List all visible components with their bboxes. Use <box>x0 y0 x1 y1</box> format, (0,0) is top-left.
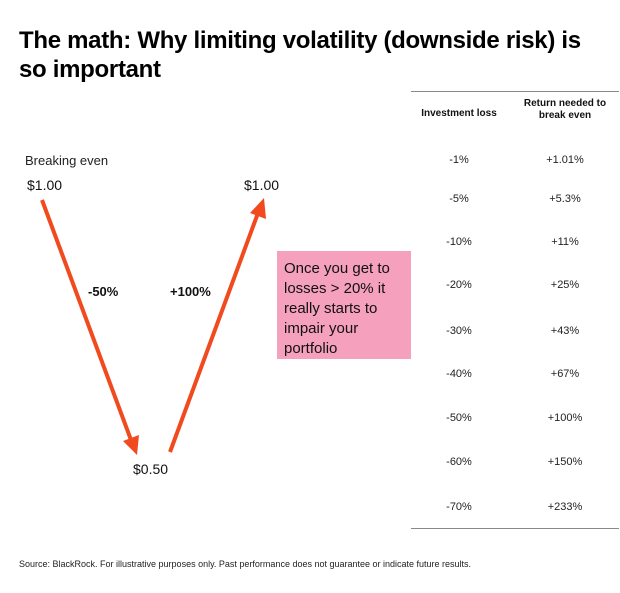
recovery-arrow-line <box>168 212 260 453</box>
page-title: The math: Why limiting volatility (downs… <box>19 27 581 83</box>
table-row: -40% +67% <box>411 368 619 388</box>
return-needed-cell: +5.3% <box>549 193 581 205</box>
loss-cell: -60% <box>446 456 472 468</box>
return-needed-cell: +150% <box>547 456 583 468</box>
loss-cell: -20% <box>446 279 472 291</box>
loss-cell: -5% <box>449 193 469 205</box>
loss-cell: -70% <box>446 501 472 513</box>
table-row: -5% +5.3% <box>411 193 619 213</box>
table-row: -30% +43% <box>411 325 619 345</box>
table-row: -1% +1.01% <box>411 154 619 174</box>
return-needed-cell: +25% <box>550 279 580 291</box>
loss-cell: -1% <box>449 154 469 166</box>
table-row: -20% +25% <box>411 279 619 299</box>
decline-arrowhead <box>123 435 139 455</box>
table-row: -60% +150% <box>411 456 619 476</box>
recovery-percent-label: +100% <box>170 284 211 299</box>
return-needed-cell: +67% <box>550 368 580 380</box>
table-row: -70% +233% <box>411 501 619 521</box>
return-needed-cell: +1.01% <box>546 154 584 166</box>
loss-cell: -10% <box>446 236 472 248</box>
table-header: Investment loss Return needed to break e… <box>411 92 619 132</box>
breakeven-table: Investment loss Return needed to break e… <box>411 91 619 529</box>
recovery-arrowhead <box>250 198 266 219</box>
table-row: -10% +11% <box>411 236 619 256</box>
loss-cell: -30% <box>446 325 472 337</box>
return-needed-cell: +11% <box>551 236 579 248</box>
header-return-needed: Return needed to break even <box>523 98 607 121</box>
decline-arrow-line <box>40 199 133 441</box>
loss-cell: -50% <box>446 412 472 424</box>
callout-box: Once you get to losses > 20% it really s… <box>277 251 411 359</box>
decline-percent-label: -50% <box>88 284 119 299</box>
return-needed-cell: +43% <box>550 325 580 337</box>
end-price-label: $1.00 <box>244 177 280 193</box>
return-needed-cell: +233% <box>547 501 583 513</box>
loss-cell: -40% <box>446 368 472 380</box>
header-investment-loss: Investment loss <box>421 108 497 119</box>
source-note: Source: BlackRock. For illustrative purp… <box>19 559 472 569</box>
start-price-label: $1.00 <box>27 177 63 193</box>
table-row: -50% +100% <box>411 412 619 432</box>
bottom-price-label: $0.50 <box>133 461 169 477</box>
return-needed-cell: +100% <box>547 412 583 424</box>
breaking-even-label: Breaking even <box>25 153 109 168</box>
